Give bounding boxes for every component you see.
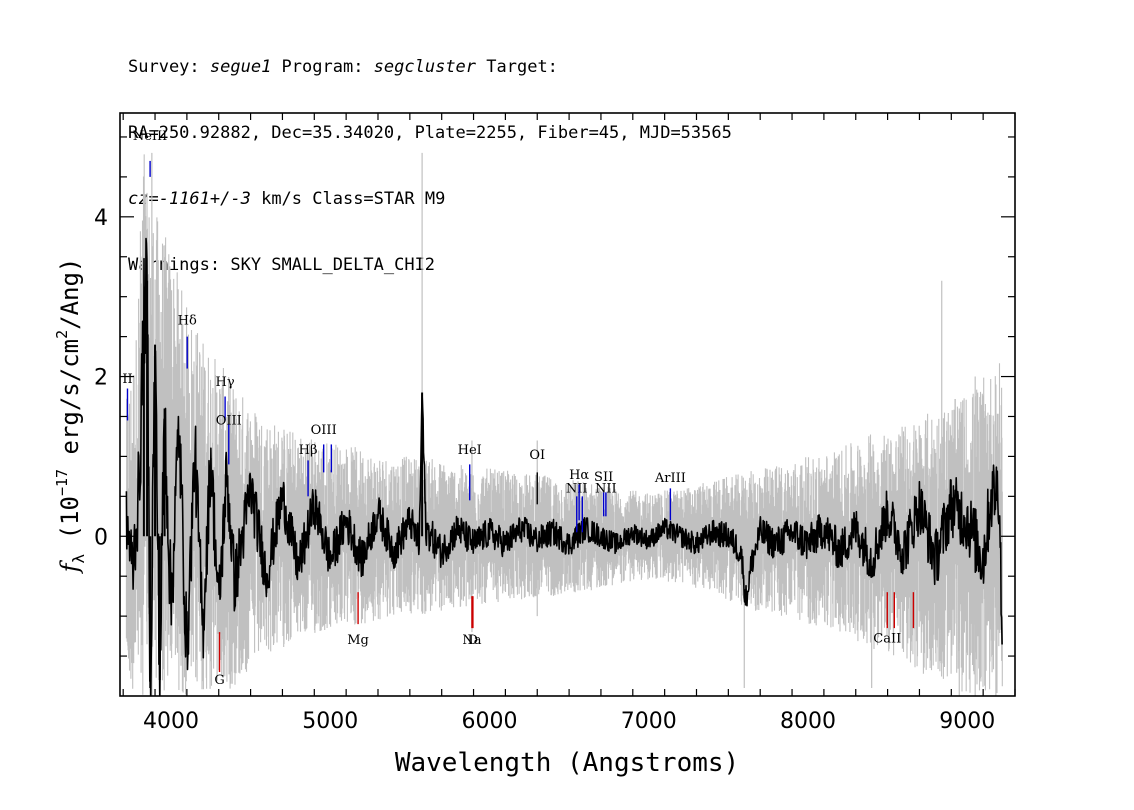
line-label: Hγ bbox=[216, 375, 235, 390]
y-tick-label: 2 bbox=[94, 366, 108, 391]
flux-error-envelope bbox=[125, 154, 1003, 695]
line-label: SII bbox=[594, 470, 613, 485]
line-label: ArIII bbox=[654, 471, 686, 486]
x-tick-label: 5000 bbox=[302, 709, 358, 734]
line-label: NII bbox=[566, 481, 588, 496]
line-label: Na bbox=[462, 633, 481, 648]
line-label: G bbox=[214, 673, 224, 688]
plot-header: Survey: segue1 Program: segcluster Targe… bbox=[128, 12, 732, 298]
line-label: CaII bbox=[873, 631, 901, 646]
line-label: OIII bbox=[216, 413, 242, 428]
y-tick-label: 0 bbox=[94, 525, 108, 550]
header-line-warnings: Warnings: SKY SMALL_DELTA_CHI2 bbox=[128, 255, 436, 275]
line-label: NII bbox=[595, 481, 617, 496]
line-label: II bbox=[122, 372, 132, 387]
line-label: Hδ bbox=[178, 314, 197, 329]
line-label: OI bbox=[529, 448, 545, 463]
line-label: D bbox=[468, 633, 478, 648]
header-line-redshift: cz=-1161+/-3 km/s Class=STAR M9 bbox=[128, 188, 732, 210]
x-tick-label: 9000 bbox=[939, 709, 995, 734]
x-tick-label: 6000 bbox=[461, 709, 517, 734]
svg-text:fλ (10−17 erg/s/cm2/Ang): fλ (10−17 erg/s/cm2/Ang) bbox=[53, 258, 88, 575]
survey-label: Survey: bbox=[128, 57, 210, 77]
flux-line bbox=[125, 237, 1003, 696]
line-label: Mg bbox=[347, 633, 369, 648]
x-axis-title: Wavelength (Angstroms) bbox=[395, 748, 739, 778]
header-line-survey: Survey: segue1 Program: segcluster Targe… bbox=[128, 56, 732, 78]
class-label: km/s Class=STAR M9 bbox=[250, 189, 446, 209]
y-tick-label: 4 bbox=[94, 206, 108, 231]
cz-value: -1161+/-3 bbox=[158, 189, 251, 209]
x-tick-label: 4000 bbox=[143, 709, 199, 734]
line-label: Hβ bbox=[299, 443, 318, 458]
plot-axes: 4000 5000 6000 7000 8000 9000 0 2 4 bbox=[94, 112, 1016, 734]
header-line-coordinates: RA=250.92882, Dec=35.34020, Plate=2255, … bbox=[128, 123, 732, 143]
program-label: Program: bbox=[271, 57, 374, 77]
line-label: Hα bbox=[569, 468, 589, 483]
survey-value: segue1 bbox=[209, 57, 272, 77]
x-tick-label: 8000 bbox=[780, 709, 836, 734]
plot-frame bbox=[119, 112, 1016, 697]
x-tick-label: 7000 bbox=[621, 709, 677, 734]
program-value: segcluster bbox=[373, 57, 477, 77]
line-label: NeIII bbox=[133, 129, 167, 144]
line-label: OIII bbox=[311, 423, 337, 438]
line-label: HeI bbox=[458, 443, 482, 458]
target-label: Target: bbox=[476, 57, 558, 77]
y-axis-title: fλ (10−17 erg/s/cm2/Ang) bbox=[53, 258, 88, 575]
plot-area bbox=[125, 152, 1003, 696]
